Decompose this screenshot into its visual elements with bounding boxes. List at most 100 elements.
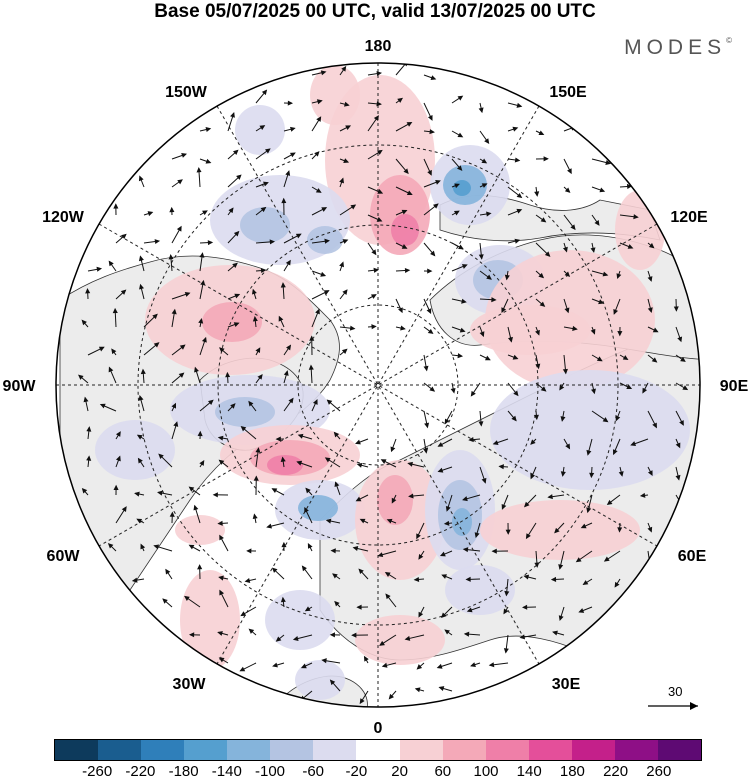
colorbar-tick-label: -100	[254, 763, 286, 780]
wind-vector-head	[564, 307, 570, 314]
wind-vector-head	[445, 505, 451, 512]
wind-vector-head	[341, 348, 348, 355]
wind-vector-head	[523, 501, 530, 508]
wind-vector-head	[259, 125, 266, 131]
map-border	[55, 62, 701, 708]
wind-vector-head	[265, 148, 271, 154]
wind-vector-head	[616, 273, 622, 279]
wind-vector-head	[470, 390, 476, 397]
wind-vector-head	[543, 156, 549, 162]
wind-vector-head	[633, 214, 639, 220]
wind-vector-head	[289, 152, 296, 158]
wind-vector-head	[255, 347, 261, 354]
wind-vector-head	[404, 635, 411, 641]
wind-vector-head	[503, 648, 509, 654]
wind-vector-head	[443, 520, 450, 526]
wind-vector-head	[570, 224, 576, 231]
colorbar-segment	[399, 740, 443, 760]
wind-vector-head	[329, 632, 336, 638]
wind-vector-head	[376, 101, 382, 107]
colorbar-segment	[528, 740, 572, 760]
colorbar-segment	[614, 740, 658, 760]
wind-vector-head	[544, 251, 551, 257]
wind-vector-head	[622, 355, 629, 360]
wind-vector-head	[530, 473, 536, 480]
wind-vector-head	[516, 102, 523, 108]
anomaly-contour	[490, 370, 690, 490]
colorbar-tick-label: 20	[391, 763, 408, 780]
wind-vector-head	[565, 443, 571, 450]
lon-label-30w: 30W	[173, 676, 207, 693]
wind-vector-head	[478, 107, 484, 114]
wind-vector-head	[371, 324, 377, 330]
wind-vector-head	[271, 567, 278, 573]
colorbar-ticks: -260 -220 -180 -140 -100 -60 -20 20 60 100 140 180 2…	[0, 763, 750, 783]
wind-vector-head	[407, 461, 413, 467]
wind-vector-head	[269, 239, 276, 245]
wind-vector-head	[647, 562, 653, 569]
wind-vector-head	[352, 546, 359, 551]
wind-vector-head	[560, 471, 566, 477]
wind-vector-head	[205, 158, 212, 164]
wind-vector-head	[575, 557, 582, 563]
colorbar-segment	[485, 740, 529, 760]
wind-vector-head	[605, 159, 611, 165]
wind-vector-head	[140, 543, 146, 550]
wind-vector-head	[86, 426, 92, 432]
wind-vector-head	[679, 502, 685, 509]
wind-vector-head	[525, 533, 531, 540]
wind-vector-head	[197, 430, 203, 437]
wind-vector-head	[233, 149, 239, 156]
wind-vector-head	[330, 548, 336, 554]
wind-vector-head	[564, 187, 571, 193]
wind-vector-head	[271, 488, 278, 494]
wind-vector-head	[535, 329, 540, 336]
wind-vector-head	[578, 608, 585, 613]
colorbar-tick-label: 260	[646, 763, 672, 780]
wind-vector-head	[401, 244, 408, 249]
wind-vector-head	[280, 456, 286, 463]
wind-vector-head	[263, 181, 269, 187]
wind-vector-head	[281, 197, 287, 204]
wind-vector-head	[652, 422, 657, 429]
wind-vector-head	[201, 336, 207, 343]
wind-vector-head	[325, 518, 332, 524]
wind-vector-head	[380, 459, 387, 464]
wind-vector-head	[131, 577, 138, 583]
colorbar-segment	[356, 740, 400, 760]
anomaly-contour	[235, 105, 285, 155]
wind-vector-head	[436, 663, 443, 669]
vector-scale-label: 30	[668, 684, 683, 699]
wind-vector-head	[108, 366, 114, 373]
anomaly-layer	[95, 65, 690, 700]
wind-vector-head	[252, 513, 258, 520]
wind-vector-head	[252, 315, 258, 322]
wind-vector-head	[590, 247, 596, 253]
wind-vector-head	[485, 355, 491, 361]
wind-vector-head	[617, 330, 623, 337]
wind-vector-head	[459, 327, 466, 333]
wind-vector-head	[377, 189, 384, 194]
wind-vector-head	[466, 607, 473, 613]
colorbar-tick-label: 180	[559, 763, 585, 780]
wind-vector-head	[285, 259, 291, 266]
wind-vector-head	[246, 548, 252, 554]
wind-vector-head	[558, 564, 564, 570]
wind-vector-head	[113, 203, 119, 209]
wind-vector-head	[218, 657, 225, 663]
wind-vector-head	[594, 220, 600, 226]
colorbar-segment	[571, 740, 615, 760]
wind-vector-head	[427, 115, 433, 121]
wind-vector-head	[481, 183, 488, 188]
wind-vector-head	[207, 240, 214, 246]
wind-vector-head	[416, 533, 421, 540]
wind-vector-head	[498, 464, 504, 470]
wind-vector-head	[134, 491, 140, 497]
wind-vector-head	[439, 551, 446, 557]
anomaly-contour	[452, 508, 472, 536]
wind-vector-head	[435, 180, 441, 185]
wind-vector-head	[478, 421, 484, 427]
wind-vector-head	[188, 632, 195, 638]
wind-vector-head	[112, 307, 118, 314]
wind-vector-head	[504, 274, 510, 281]
